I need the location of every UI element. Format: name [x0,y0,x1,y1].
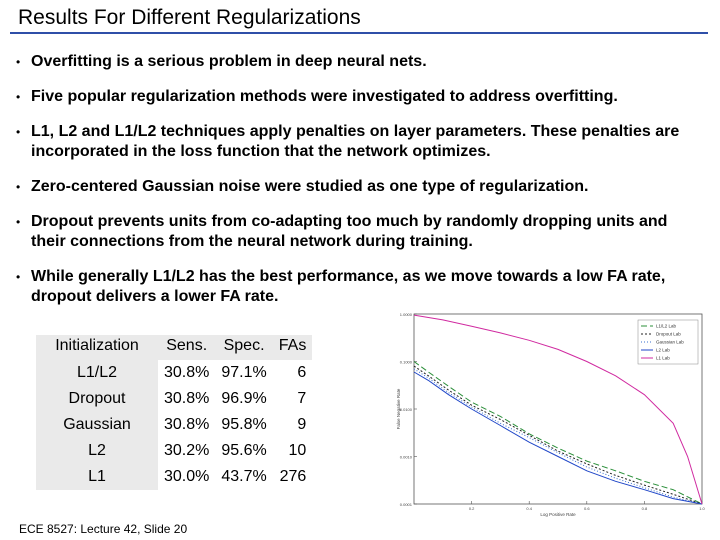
bullet-text: Zero-centered Gaussian noise were studie… [31,178,589,195]
cell-method: L1/L2 [36,360,158,386]
bullet-item: • While generally L1/L2 has the best perf… [16,267,706,307]
cell-sens: 30.8% [164,416,210,433]
bullet-list: • Overfitting is a serious problem in dee… [16,52,706,322]
cell-fas: 10 [288,442,307,459]
cell-method: Dropout [36,386,158,412]
header-sens: Sens. [158,335,216,360]
x-axis-label: Log Positive Rate [540,512,576,517]
bullet-item: • L1, L2 and L1/L2 techniques apply penal… [16,122,706,162]
x-tick-label: 0.4 [526,506,532,511]
cell-spec: 95.6% [221,442,267,459]
cell-method: L2 [36,438,158,464]
legend-entry: L1/L2 Lab [656,324,677,329]
bullet-dot-icon: • [16,215,21,229]
bullet-item: • Dropout prevents units from co-adapting… [16,212,706,252]
bullet-item: • Five popular regularization methods wer… [16,87,706,107]
bullet-text: Dropout prevents units from co-adapting … [31,213,668,250]
cell-sens: 30.2% [164,442,210,459]
cell-spec: 95.8% [221,416,267,433]
y-tick-label: 0.0001 [400,502,413,507]
cell-fas: 276 [279,468,307,485]
header-fas: FAs [272,335,313,360]
cell-fas: 7 [297,390,307,407]
header-initialization: Initialization [36,335,158,360]
slide-footer: ECE 8527: Lecture 42, Slide 20 [19,522,188,536]
series-line [413,365,703,505]
table-row: L2 30.2% 95.6% 10 [36,438,312,464]
bullet-text: Five popular regularization methods were… [31,88,618,105]
det-curve-chart: 1.0000 0.1000 0.0100 0.0010 0.0001 0.2 0.4 0.6 0… [396,312,706,517]
x-tick-label: 1.0 [699,506,705,511]
cell-sens: 30.8% [164,390,210,407]
bullet-item: • Zero-centered Gaussian noise were studi… [16,177,706,197]
table-row: L1 30.0% 43.7% 276 [36,464,312,490]
series-line [413,368,703,505]
bullet-item: • Overfitting is a serious problem in dee… [16,52,706,72]
y-tick-label: 0.0010 [400,455,413,460]
bullet-text: While generally L1/L2 has the best perfo… [31,268,666,305]
cell-fas: 6 [297,364,307,381]
series-line [413,314,703,505]
x-tick-label: 0.8 [642,506,648,511]
y-tick-label: 0.1000 [400,360,413,365]
legend-box [637,319,699,365]
title-underline [10,32,708,34]
legend-entry: Gaussian Lab [656,340,684,345]
series-line [413,361,703,505]
bullet-text: Overfitting is a serious problem in deep… [31,53,427,70]
x-tick-label: 0.2 [469,506,475,511]
y-tick-label: 0.0100 [400,407,413,412]
cell-sens: 30.8% [164,364,210,381]
legend-entry: L2 Lab [656,348,670,353]
y-tick-label: 1.0000 [400,312,413,317]
bullet-dot-icon: • [16,180,21,194]
table-row: L1/L2 30.8% 97.1% 6 [36,360,312,386]
series-line [413,371,703,505]
bullet-text: L1, L2 and L1/L2 techniques apply penalt… [31,123,680,160]
table-header-row: Initialization Sens. Spec. FAs [36,335,313,360]
cell-sens: 30.0% [164,468,210,485]
header-spec: Spec. [215,335,273,360]
x-tick-label: 0.6 [584,506,590,511]
table-row: Dropout 30.8% 96.9% 7 [36,386,312,412]
legend-entry: Dropout Lab [656,332,681,337]
legend-entry: L1 Lab [656,356,670,361]
cell-method: L1 [36,464,158,490]
y-axis-label: False Negative Rate [396,388,401,429]
bullet-dot-icon: • [16,270,21,284]
bullet-dot-icon: • [16,90,21,104]
cell-spec: 43.7% [221,468,267,485]
cell-fas: 9 [297,416,307,433]
results-table: Initialization Sens. Spec. FAs L1/L2 30.… [36,335,313,490]
cell-spec: 96.9% [221,390,267,407]
cell-spec: 97.1% [221,364,267,381]
slide-title: Results For Different Regularizations [18,6,361,29]
bullet-dot-icon: • [16,55,21,69]
table-row: Gaussian 30.8% 95.8% 9 [36,412,312,438]
bullet-dot-icon: • [16,125,21,139]
cell-method: Gaussian [36,412,158,438]
